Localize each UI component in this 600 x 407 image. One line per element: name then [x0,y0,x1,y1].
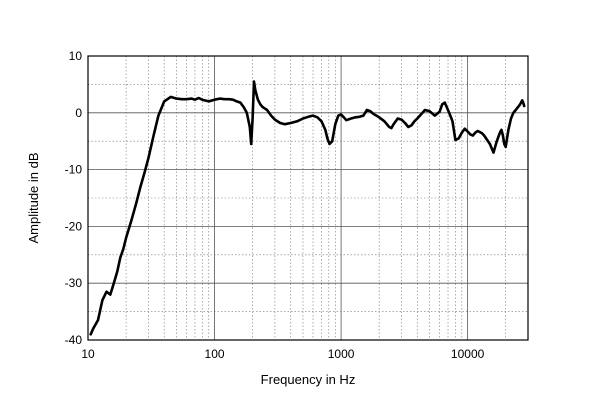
plot-frame [87,55,529,341]
y-axis-label: Amplitude in dB [26,152,41,243]
x-tick-label: 100 [205,347,225,361]
y-tick-label: 0 [75,106,82,120]
response-curve [89,80,526,336]
y-tick-label: 10 [69,49,83,63]
y-tick-label: -20 [65,219,83,233]
y-tick-labels: 10 0 -10 -20 -30 -40 [65,49,83,347]
x-tick-label: 1000 [328,347,355,361]
x-tick-label: 10 [81,347,95,361]
y-tick-label: -10 [65,163,83,177]
y-tick-label: -30 [65,276,83,290]
y-tick-label: -40 [65,333,83,347]
x-axis-label: Frequency in Hz [261,372,356,387]
x-tick-label: 10000 [451,347,485,361]
x-tick-labels: 10 100 1000 10000 [81,347,484,361]
grid-minor [88,56,529,340]
